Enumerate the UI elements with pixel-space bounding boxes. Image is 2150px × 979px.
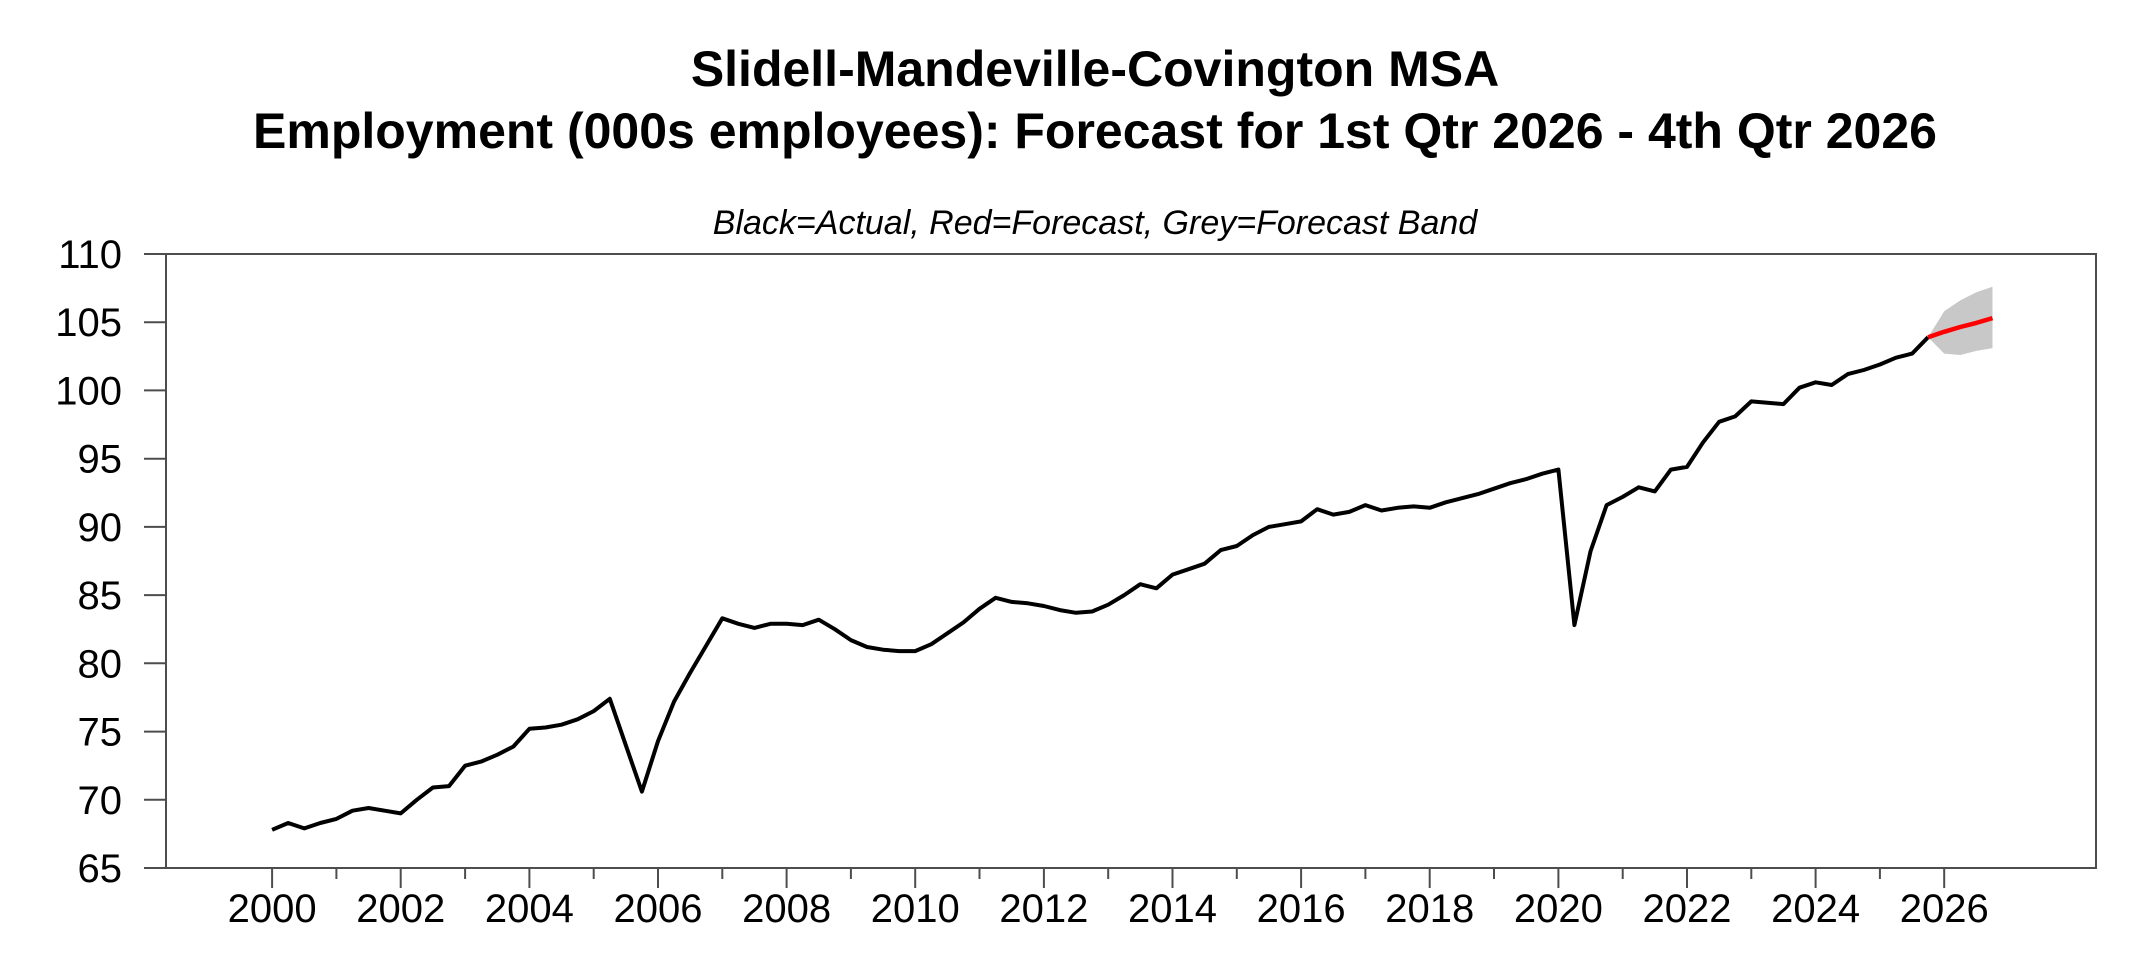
- forecast-line: [1927, 315, 1994, 340]
- x-tick-label: 2026: [1900, 887, 1989, 931]
- x-tick-label: 2006: [614, 887, 703, 931]
- chart-title: Slidell-Mandeville-Covington MSA Employm…: [20, 38, 2150, 162]
- x-tick-label: 2002: [356, 887, 445, 931]
- y-tick-label: 85: [78, 574, 123, 618]
- plot-border: [165, 253, 2097, 869]
- x-tick-label: 2024: [1771, 887, 1860, 931]
- y-tick-label: 75: [78, 711, 123, 755]
- chart-title-line1: Slidell-Mandeville-Covington MSA: [690, 41, 1500, 97]
- x-tick-label: 2022: [1643, 887, 1732, 931]
- y-tick-label: 90: [78, 506, 123, 550]
- x-tick-label: 2004: [485, 887, 574, 931]
- y-tick-label: 95: [78, 438, 123, 482]
- actual-line: [271, 335, 1930, 832]
- y-tick-label: 80: [78, 642, 123, 686]
- y-tick-label: 110: [58, 233, 122, 277]
- x-tick-label: 2012: [999, 887, 1088, 931]
- x-tick-label: 2016: [1257, 887, 1346, 931]
- y-tick-label: 70: [78, 779, 123, 823]
- x-tick-label: 2020: [1514, 887, 1603, 931]
- forecast-band: [1928, 286, 1993, 355]
- chart-subtitle: Black=Actual, Red=Forecast, Grey=Forecas…: [712, 204, 1478, 242]
- y-tick-label: 105: [55, 301, 122, 345]
- x-tick-label: 2010: [871, 887, 960, 931]
- x-tick-label: 2014: [1128, 887, 1217, 931]
- x-tick-label: 2000: [228, 887, 317, 931]
- y-tick-label: 100: [55, 369, 122, 413]
- chart-title-line2: Employment (000s employees): Forecast fo…: [253, 103, 1937, 159]
- x-tick-label: 2008: [742, 887, 831, 931]
- x-tick-label: 2018: [1385, 887, 1474, 931]
- y-tick-label: 65: [78, 847, 123, 891]
